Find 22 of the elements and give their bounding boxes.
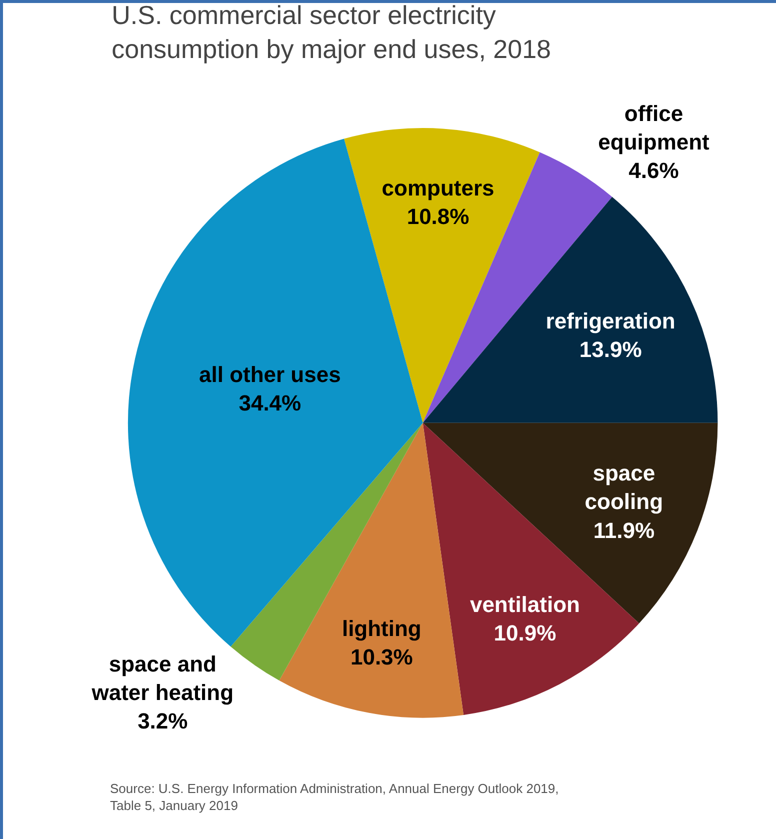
slice-label: lighting	[342, 616, 422, 642]
slice-label: computers	[382, 175, 494, 200]
slice-label: office equipment	[598, 101, 710, 155]
pie-slice	[344, 128, 540, 423]
data-label: 4.6%	[628, 158, 679, 184]
data-label: 34.4%	[238, 390, 302, 416]
source-note: Source: U.S. Energy Information Administration, Annual Energy Outlook 2019, Table 5, January 2019	[110, 781, 559, 813]
slice-label: all other uses	[198, 362, 341, 387]
slice-label: space and water heating	[90, 651, 234, 705]
pie-slice	[279, 422, 464, 718]
pie-slice	[230, 422, 423, 680]
data-label: 10.8%	[406, 204, 470, 229]
slice-label: ventilation	[470, 592, 580, 617]
slice-label: refrigeration	[546, 308, 676, 334]
data-label: 13.9%	[579, 337, 642, 362]
chart-title: U.S. commercial sector electricity consumption by major end uses, 2018	[112, 0, 552, 64]
data-label: 10.9%	[494, 620, 556, 646]
pie-slice	[422, 422, 718, 624]
data-label: 10.3%	[350, 644, 413, 670]
data-label: 3.2%	[138, 708, 188, 734]
slice-label: space cooling	[584, 460, 664, 514]
data-label: 11.9%	[593, 518, 655, 543]
